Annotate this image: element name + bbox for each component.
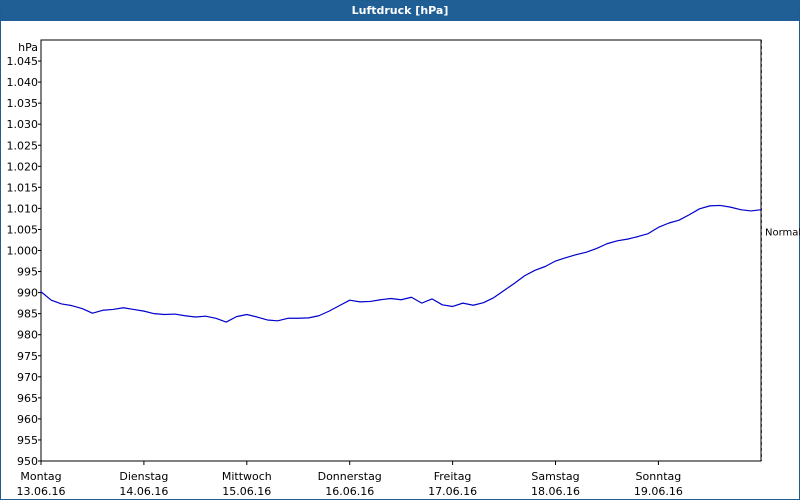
- x-tick-date-label: 13.06.16: [17, 485, 66, 498]
- x-tick-date-label: 17.06.16: [428, 485, 477, 498]
- y-tick-label: 995: [17, 266, 38, 279]
- label-layer: 950 955 960 965 970 975 980 985 990 995 1.000 1.005…: [7, 41, 800, 498]
- series-layer: [40, 204, 762, 323]
- y-tick-label: 970: [17, 371, 38, 384]
- y-tick-label: 1.030: [7, 118, 39, 131]
- x-tick-day-label: Samstag: [531, 470, 579, 483]
- x-tick-date-label: 18.06.16: [531, 485, 580, 498]
- y-tick-label: 1.010: [7, 202, 39, 215]
- x-tick-day-label: Mittwoch: [222, 470, 272, 483]
- x-tick-day-label: Donnerstag: [318, 470, 382, 483]
- axis-layer: [38, 39, 762, 465]
- y-axis-label: hPa: [18, 41, 38, 54]
- y-tick-label: 1.000: [7, 245, 39, 258]
- y-tick-label: 975: [17, 350, 38, 363]
- pressure-series-line: [40, 204, 762, 323]
- x-tick-day-label: Sonntag: [636, 470, 682, 483]
- x-tick-date-label: 16.06.16: [325, 485, 374, 498]
- y-tick-label: 1.025: [7, 139, 39, 152]
- y-tick-label: 1.015: [7, 181, 39, 194]
- y-tick-label: 1.005: [7, 223, 39, 236]
- plot-frame: [40, 39, 762, 462]
- x-tick-date-label: 19.06.16: [634, 485, 683, 498]
- y-tick-label: 980: [17, 329, 38, 342]
- x-tick-day-label: Freitag: [434, 470, 472, 483]
- x-tick-day-label: Dienstag: [119, 470, 168, 483]
- x-tick-date-label: 15.06.16: [222, 485, 271, 498]
- y-tick-label: 960: [17, 413, 38, 426]
- y-tick-label: 990: [17, 287, 38, 300]
- x-tick-date-label: 14.06.16: [119, 485, 168, 498]
- normal-annotation-label: Normal: [765, 228, 800, 239]
- window-title: Luftdruck [hPa]: [1, 1, 799, 21]
- y-tick-label: 950: [17, 455, 38, 468]
- y-tick-label: 965: [17, 392, 38, 405]
- y-tick-label: 1.020: [7, 160, 39, 173]
- y-tick-label: 1.045: [7, 55, 39, 68]
- y-tick-label: 1.035: [7, 97, 39, 110]
- y-tick-label: 985: [17, 308, 38, 321]
- y-tick-label: 955: [17, 434, 38, 447]
- y-tick-label: 1.040: [7, 76, 39, 89]
- x-tick-day-label: Montag: [20, 470, 61, 483]
